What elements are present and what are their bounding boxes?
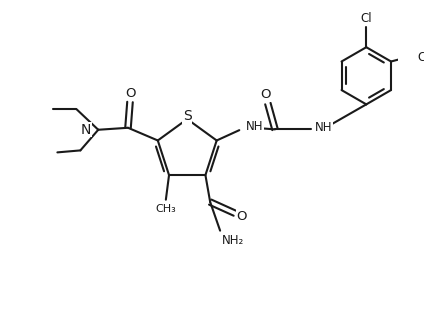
Text: O: O bbox=[261, 88, 271, 101]
Text: NH: NH bbox=[315, 121, 332, 134]
Text: Cl: Cl bbox=[360, 12, 372, 25]
Text: NH: NH bbox=[246, 120, 264, 133]
Text: S: S bbox=[183, 109, 192, 123]
Text: O: O bbox=[237, 210, 247, 223]
Text: Cl: Cl bbox=[417, 51, 424, 64]
Text: CH₃: CH₃ bbox=[156, 204, 176, 214]
Text: O: O bbox=[125, 87, 135, 100]
Text: NH₂: NH₂ bbox=[222, 235, 244, 247]
Text: N: N bbox=[81, 123, 91, 137]
